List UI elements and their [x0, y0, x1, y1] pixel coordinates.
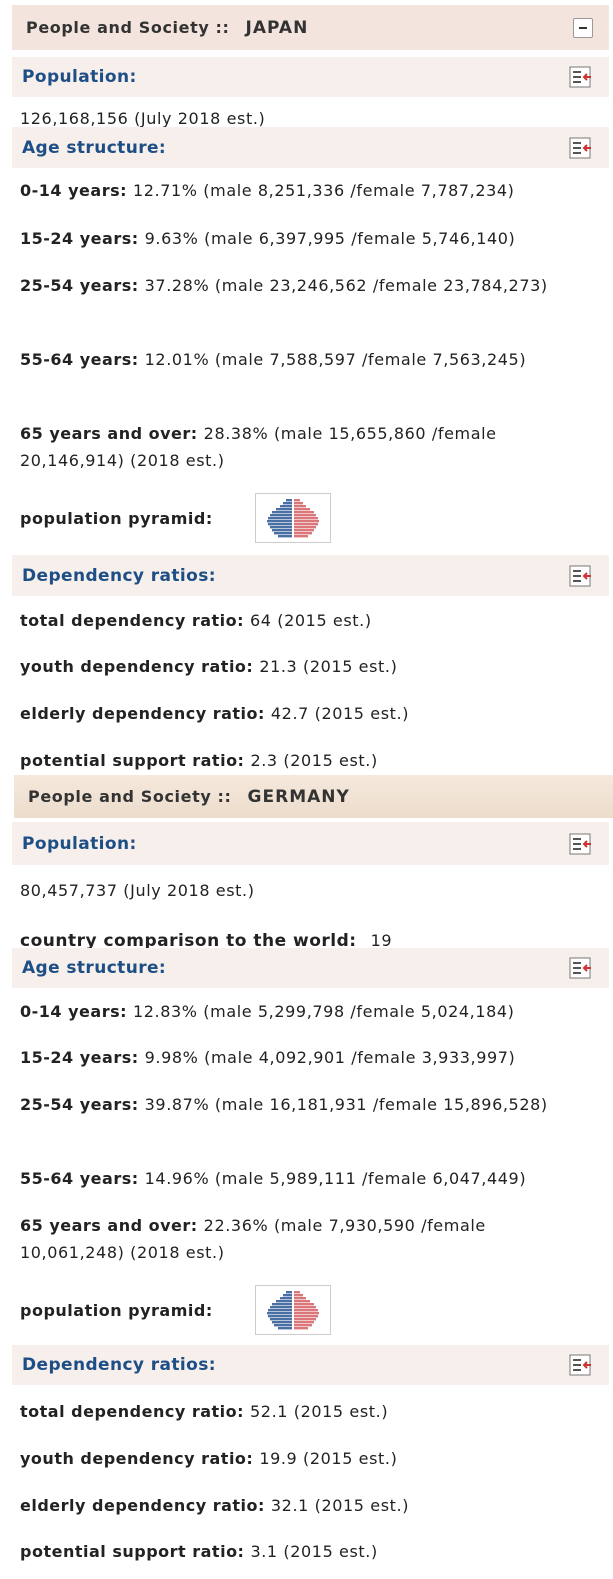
age-structure-bar-title: Age structure:: [22, 137, 167, 158]
country-name: JAPAN: [245, 17, 309, 38]
dependency-row-label: total dependency ratio:: [20, 1402, 245, 1421]
dependency-row-value: 21.3 (2015 est.): [259, 657, 398, 676]
dependency-row-value: 2.3 (2015 est.): [250, 751, 378, 770]
dependency-row-label: total dependency ratio:: [20, 611, 245, 630]
age-structure-bar: Age structure:: [12, 127, 609, 168]
print-icon[interactable]: [569, 66, 593, 88]
age-structure-bar: Age structure:: [12, 948, 609, 988]
population-bar: Population:: [12, 57, 609, 97]
pyramid-label: population pyramid:: [20, 509, 213, 528]
dependency-row: total dependency ratio: 64 (2015 est.): [20, 607, 595, 634]
age-row-label: 25-54 years:: [20, 276, 139, 295]
dependency-row-label: potential support ratio:: [20, 751, 245, 770]
pyramid-row: population pyramid:: [20, 505, 595, 532]
print-icon[interactable]: [569, 957, 593, 979]
dependency-row-label: elderly dependency ratio:: [20, 1496, 265, 1515]
age-row-value: 22.36% (male 7,930,590 /female 10,061,24…: [20, 1216, 486, 1262]
age-row: 65 years and over: 22.36% (male 7,930,590…: [20, 1212, 595, 1266]
age-row-value: 9.98% (male 4,092,901 /female 3,933,997): [144, 1048, 516, 1067]
age-row-label: 55-64 years:: [20, 1169, 139, 1188]
age-row-label: 25-54 years:: [20, 1095, 139, 1114]
dependency-row-value: 42.7 (2015 est.): [270, 704, 410, 723]
dependency-row-value: 52.1 (2015 est.): [250, 1402, 389, 1421]
age-row-value: 14.96% (male 5,989,111 /female 6,047,449…: [144, 1169, 527, 1188]
dependency-bar-title: Dependency ratios:: [22, 1355, 216, 1375]
print-icon[interactable]: [569, 1354, 593, 1376]
pyramid-row: population pyramid:: [20, 1297, 595, 1324]
age-row: 55-64 years: 12.01% (male 7,588,597 /fema…: [20, 346, 595, 373]
dependency-row-value: 19.9 (2015 est.): [259, 1449, 398, 1468]
dependency-row-label: youth dependency ratio:: [20, 1449, 254, 1468]
age-row: 25-54 years: 37.28% (male 23,246,562 /fem…: [20, 272, 595, 299]
collapse-button[interactable]: [573, 18, 593, 38]
population-bar-title: Population:: [22, 833, 137, 854]
dependency-row: total dependency ratio: 52.1 (2015 est.): [20, 1398, 595, 1425]
age-row-label: 0-14 years:: [20, 1002, 127, 1021]
comparison-value: 19: [370, 931, 393, 950]
dependency-row-value: 32.1 (2015 est.): [270, 1496, 410, 1515]
dependency-bar: Dependency ratios:: [12, 555, 609, 596]
dependency-row: youth dependency ratio: 21.3 (2015 est.): [20, 653, 595, 680]
age-row: 0-14 years: 12.71% (male 8,251,336 /femal…: [20, 177, 595, 204]
age-row-label: 65 years and over:: [20, 1216, 198, 1235]
age-row-value: 12.01% (male 7,588,597 /female 7,563,245…: [144, 350, 527, 369]
print-icon[interactable]: [569, 833, 593, 855]
age-row-label: 15-24 years:: [20, 229, 139, 248]
age-row-label: 55-64 years:: [20, 350, 139, 369]
print-icon[interactable]: [569, 137, 593, 159]
section-label: People and Society ::: [28, 787, 232, 806]
age-row-label: 0-14 years:: [20, 181, 127, 200]
pyramid-label: population pyramid:: [20, 1301, 213, 1320]
dependency-bar: Dependency ratios:: [12, 1345, 609, 1385]
population-text-value: 126,168,156 (July 2018 est.): [20, 109, 266, 128]
dependency-row: elderly dependency ratio: 32.1 (2015 est.…: [20, 1492, 595, 1519]
comparison-label: country comparison to the world:: [20, 931, 357, 951]
age-row-label: 65 years and over:: [20, 424, 198, 443]
age-row: 15-24 years: 9.63% (male 6,397,995 /femal…: [20, 225, 595, 252]
age-row: 15-24 years: 9.98% (male 4,092,901 /femal…: [20, 1044, 595, 1071]
age-row: 0-14 years: 12.83% (male 5,299,798 /femal…: [20, 998, 595, 1025]
dependency-row-label: elderly dependency ratio:: [20, 704, 265, 723]
age-row-label: 15-24 years:: [20, 1048, 139, 1067]
age-row-value: 37.28% (male 23,246,562 /female 23,784,2…: [144, 276, 548, 295]
population-bar: Population:: [12, 822, 609, 865]
dependency-row: potential support ratio: 3.1 (2015 est.): [20, 1538, 595, 1565]
age-row-value: 28.38% (male 15,655,860 /female 20,146,9…: [20, 424, 497, 470]
dependency-row: elderly dependency ratio: 42.7 (2015 est.…: [20, 700, 595, 727]
dependency-row-value: 3.1 (2015 est.): [250, 1542, 378, 1561]
print-icon[interactable]: [569, 565, 593, 587]
dependency-bar-title: Dependency ratios:: [22, 565, 216, 586]
population-text: 126,168,156 (July 2018 est.): [20, 105, 595, 132]
age-row-value: 9.63% (male 6,397,995 /female 5,746,140): [144, 229, 516, 248]
pyramid-thumbnail[interactable]: [255, 493, 331, 543]
country-name: GERMANY: [247, 786, 350, 807]
population-text: 80,457,737 (July 2018 est.): [20, 877, 595, 904]
section-label: People and Society ::: [26, 18, 230, 37]
age-row-value: 12.83% (male 5,299,798 /female 5,024,184…: [133, 1002, 515, 1021]
section-header: People and Society :: JAPAN: [12, 5, 609, 50]
age-structure-bar-title: Age structure:: [22, 958, 167, 978]
population-bar-title: Population:: [22, 67, 137, 87]
age-row: 55-64 years: 14.96% (male 5,989,111 /fema…: [20, 1165, 595, 1192]
age-row: 25-54 years: 39.87% (male 16,181,931 /fem…: [20, 1091, 595, 1118]
section-header: People and Society :: GERMANY: [14, 775, 613, 818]
dependency-row-value: 64 (2015 est.): [250, 611, 372, 630]
country-comparison: country comparison to the world: 19: [20, 927, 595, 955]
age-row-value: 39.87% (male 16,181,931 /female 15,896,5…: [144, 1095, 548, 1114]
pyramid-thumbnail[interactable]: [255, 1285, 331, 1335]
age-row-value: 12.71% (male 8,251,336 /female 7,787,234…: [133, 181, 515, 200]
dependency-row-label: potential support ratio:: [20, 1542, 245, 1561]
age-row: 65 years and over: 28.38% (male 15,655,86…: [20, 420, 595, 474]
dependency-row: potential support ratio: 2.3 (2015 est.): [20, 747, 595, 774]
dependency-row-label: youth dependency ratio:: [20, 657, 254, 676]
population-text-value: 80,457,737 (July 2018 est.): [20, 881, 255, 900]
dependency-row: youth dependency ratio: 19.9 (2015 est.): [20, 1445, 595, 1472]
